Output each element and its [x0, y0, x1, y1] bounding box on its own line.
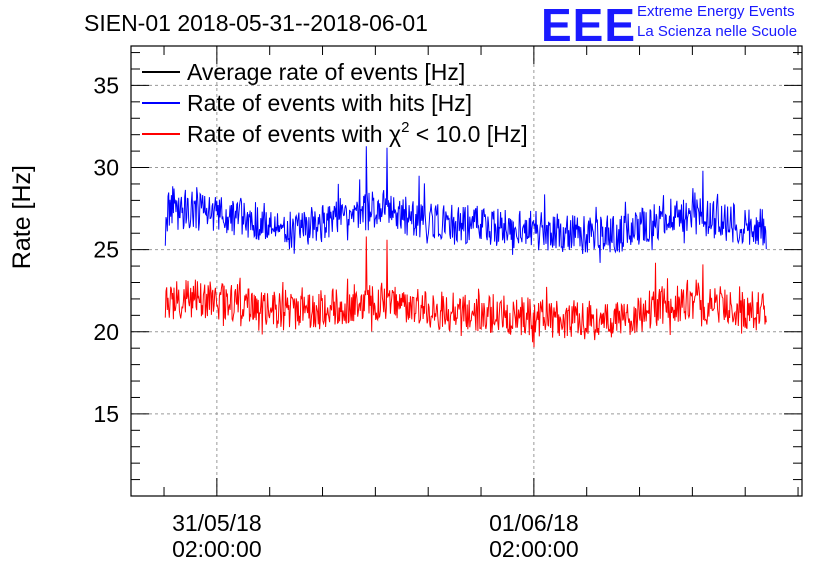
chart-title: SIEN-01 2018-05-31--2018-06-01 [84, 10, 428, 36]
y-tick-label: 25 [93, 237, 119, 263]
x-tick-label-time: 02:00:00 [172, 536, 262, 562]
x-tick-label-time: 02:00:00 [489, 536, 579, 562]
eee-logo: EEE [541, 0, 637, 51]
legend-label-2: Rate of events with hits [Hz] [187, 90, 472, 116]
y-tick-label: 35 [93, 72, 119, 98]
x-tick-label-date: 01/06/18 [489, 510, 579, 536]
y-tick-label: 15 [93, 401, 119, 427]
x-tick-label-date: 31/05/18 [172, 510, 262, 536]
series-line-3 [164, 236, 767, 348]
y-tick-label: 30 [93, 155, 119, 181]
plot-frame [130, 45, 803, 497]
legend-label-3: Rate of events with χ2 < 10.0 [Hz] [187, 119, 528, 147]
series-line-2 [164, 146, 767, 263]
y-tick-label: 20 [93, 319, 119, 345]
logo-subtitle-line1: Extreme Energy Events [637, 3, 795, 20]
logo-subtitle-line2: La Scienza nelle Scuole [637, 23, 798, 40]
legend-label-1: Average rate of events [Hz] [187, 59, 465, 85]
